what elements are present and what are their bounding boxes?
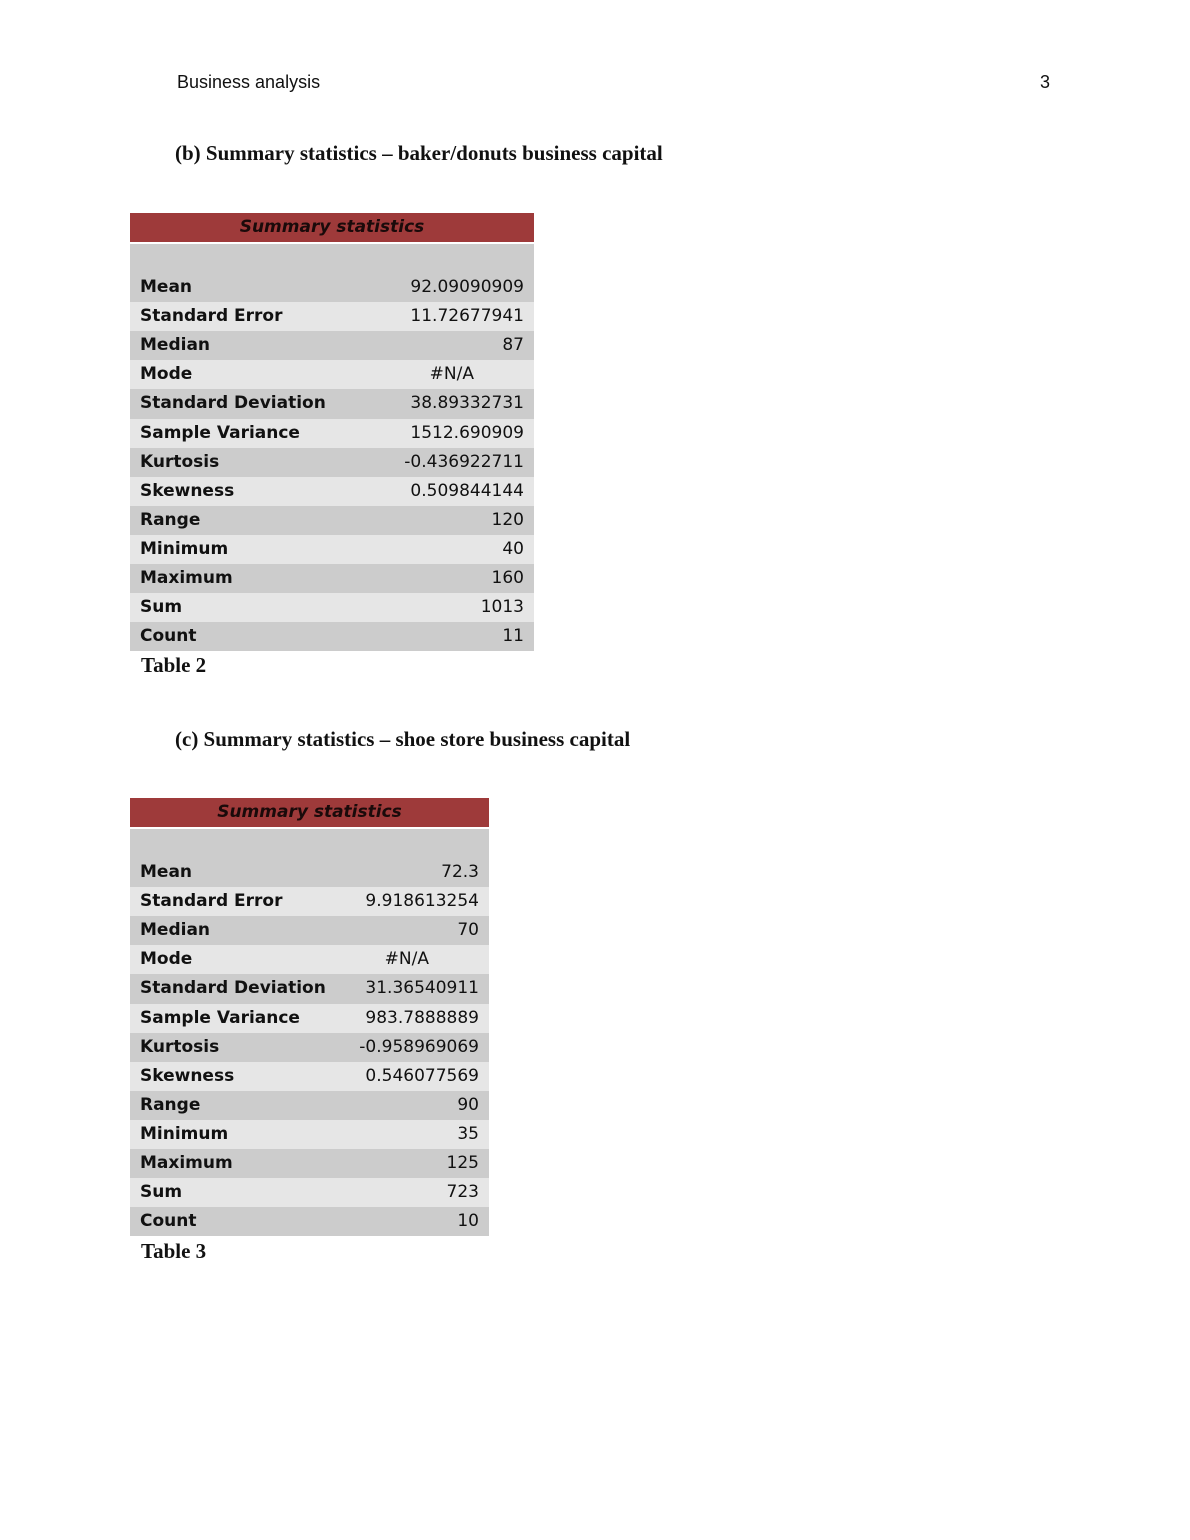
row-label: Range [140, 509, 201, 530]
table-row: Standard Error 9.918613254 [130, 887, 489, 917]
table-row: Standard Error 11.72677941 [130, 302, 534, 332]
table-row: Maximum 160 [130, 564, 534, 594]
row-value: 92.09090909 [410, 277, 524, 298]
table-row: Kurtosis -0.436922711 [130, 447, 534, 477]
row-label: Standard Deviation [140, 393, 326, 414]
table-row: Median 87 [130, 331, 534, 361]
table-row: Sample Variance 983.7888889 [130, 1003, 489, 1033]
table-row: Range 120 [130, 505, 534, 535]
row-label: Mode [140, 949, 193, 970]
table-row: Sum 1013 [130, 593, 534, 623]
row-label: Mode [140, 364, 193, 385]
table-row: Mean 72.3 [130, 858, 489, 888]
row-label: Sample Variance [140, 422, 300, 443]
row-value: 0.546077569 [365, 1065, 479, 1086]
row-value: 125 [446, 1153, 479, 1174]
row-value: 70 [457, 920, 479, 941]
table-row: Median 70 [130, 916, 489, 946]
empty-row [130, 244, 534, 274]
row-value: #N/A [384, 949, 429, 970]
row-label: Sum [140, 597, 183, 618]
row-value: 1512.690909 [410, 422, 524, 443]
row-label: Count [140, 626, 197, 647]
table-row: Maximum 125 [130, 1149, 489, 1179]
table-row: Sample Variance 1512.690909 [130, 418, 534, 448]
row-value: 11.72677941 [410, 306, 524, 327]
row-value: 90 [457, 1094, 479, 1115]
summary-table-baker: Summary statistics Mean 92.09090909 Standa… [130, 213, 534, 652]
row-value: 9.918613254 [365, 891, 479, 912]
row-label: Mean [140, 862, 193, 883]
row-label: Minimum [140, 538, 229, 559]
table-row: Mean 92.09090909 [130, 273, 534, 303]
row-value: #N/A [429, 364, 474, 385]
table-row: Standard Deviation 38.89332731 [130, 389, 534, 419]
table-row: Minimum 35 [130, 1119, 489, 1150]
row-label: Maximum [140, 1153, 233, 1174]
section-heading-c: (c) Summary statistics – shoe store busi… [175, 727, 631, 751]
row-value: -0.958969069 [359, 1036, 479, 1057]
table-row: Minimum 40 [130, 534, 534, 565]
row-value: 1013 [480, 597, 524, 618]
table-row: Sum 723 [130, 1178, 489, 1208]
row-value: 87 [502, 335, 524, 356]
row-value: 72.3 [441, 862, 479, 883]
row-label: Median [140, 335, 211, 356]
table-row: Mode #N/A [130, 360, 534, 390]
table-row: Count 11 [130, 622, 534, 652]
table-row: Skewness 0.509844144 [130, 476, 534, 506]
row-value: 11 [502, 626, 524, 647]
running-header-title: Business analysis [177, 72, 321, 92]
row-value: 160 [491, 568, 524, 589]
table-title: Summary statistics [130, 798, 489, 827]
row-label: Mean [140, 277, 193, 298]
row-value: 10 [457, 1211, 479, 1232]
row-label: Sample Variance [140, 1007, 300, 1028]
table-caption: Table 3 [141, 1239, 207, 1263]
row-label: Standard Deviation [140, 978, 326, 999]
row-label: Standard Error [140, 891, 283, 912]
summary-table-shoe-store: Summary statistics Mean 72.3 Standard Erro… [130, 798, 489, 1237]
row-label: Kurtosis [140, 451, 220, 472]
row-value: 723 [446, 1182, 479, 1203]
table-row: Count 10 [130, 1207, 489, 1237]
row-label: Median [140, 920, 211, 941]
empty-row [130, 829, 489, 859]
row-label: Maximum [140, 568, 233, 589]
row-label: Range [140, 1094, 201, 1115]
table-row: Skewness 0.546077569 [130, 1061, 489, 1091]
row-label: Count [140, 1211, 197, 1232]
row-value: 31.36540911 [365, 978, 479, 999]
table-row: Mode #N/A [130, 945, 489, 975]
row-value: 983.7888889 [365, 1007, 479, 1028]
table-row: Standard Deviation 31.36540911 [130, 974, 489, 1004]
row-value: -0.436922711 [404, 451, 524, 472]
table-row: Kurtosis -0.958969069 [130, 1032, 489, 1062]
table-title: Summary statistics [130, 213, 534, 242]
row-value: 40 [502, 538, 524, 559]
row-label: Minimum [140, 1123, 229, 1144]
row-label: Standard Error [140, 306, 283, 327]
row-value: 35 [457, 1123, 479, 1144]
row-value: 0.509844144 [410, 480, 524, 501]
section-heading-b: (b) Summary statistics – baker/donuts bu… [175, 141, 663, 165]
page-number: 3 [1040, 72, 1051, 92]
row-label: Skewness [140, 1065, 235, 1086]
row-label: Sum [140, 1182, 183, 1203]
row-value: 120 [491, 509, 524, 530]
row-label: Kurtosis [140, 1036, 220, 1057]
row-value: 38.89332731 [410, 393, 524, 414]
table-row: Range 90 [130, 1090, 489, 1120]
row-label: Skewness [140, 480, 235, 501]
table-caption: Table 2 [141, 653, 207, 677]
